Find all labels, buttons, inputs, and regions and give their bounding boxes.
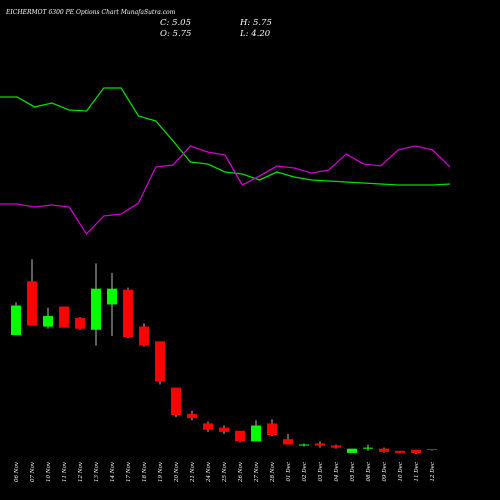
x-tick-label: 20 Nov	[174, 461, 180, 483]
x-tick-label: 17 Nov	[126, 461, 132, 482]
candle-body	[251, 425, 261, 442]
x-tick-label: 10 Dec	[398, 462, 404, 482]
indicator-line	[0, 145, 451, 236]
x-tick-label: 09 Dec	[382, 462, 388, 482]
candle-body	[139, 326, 149, 346]
candle-body	[219, 427, 229, 432]
candle-body	[171, 387, 181, 415]
x-tick-label: 08 Dec	[366, 462, 372, 482]
close-info: C: 5.05	[160, 18, 191, 28]
candle-body	[283, 439, 293, 445]
low-info: L: 4.20	[239, 29, 271, 39]
candle-body	[379, 448, 389, 452]
x-tick-label: 13 Nov	[94, 461, 100, 482]
x-tick-label: 24 Nov	[206, 461, 212, 483]
x-tick-label: 01 Dec	[286, 462, 292, 482]
x-tick-label: 02 Dec	[302, 462, 308, 482]
x-tick-label: 27 Nov	[254, 461, 260, 483]
x-tick-label: 05 Dec	[350, 462, 356, 482]
candle-body	[267, 423, 277, 435]
candle-body	[11, 305, 21, 335]
candle-body	[91, 288, 101, 330]
candle-body	[411, 449, 421, 453]
candle-body	[107, 288, 117, 305]
x-tick-label: 26 Nov	[238, 461, 244, 483]
candle-body	[299, 444, 309, 446]
x-tick-label: 03 Dec	[318, 462, 324, 482]
indicator-line	[0, 87, 451, 186]
candle-body	[331, 445, 341, 448]
x-tick-label: 21 Nov	[190, 461, 196, 483]
x-tick-label: 11 Dec	[414, 462, 420, 482]
x-tick-label: 10 Nov	[46, 461, 52, 482]
x-tick-label: 06 Nov	[14, 461, 20, 482]
candle-body	[187, 413, 197, 419]
candle-body	[75, 318, 85, 329]
x-tick-label: 04 Dec	[334, 462, 340, 482]
candle-body	[427, 448, 437, 450]
candle-body	[235, 430, 245, 442]
x-tick-label: 11 Nov	[62, 461, 68, 482]
high-info: H: 5.75	[239, 18, 272, 28]
x-tick-label: 19 Nov	[158, 461, 164, 482]
x-tick-label: 12 Dec	[430, 462, 436, 482]
candle-body	[315, 443, 325, 446]
candle-body	[395, 450, 405, 453]
candle-body	[27, 281, 37, 326]
chart-title: EICHERMOT 6300 PE Options Chart MunafaSu…	[5, 9, 176, 16]
x-tick-label: 25 Nov	[222, 461, 228, 483]
candle-body	[43, 316, 53, 327]
candle-body	[347, 448, 357, 453]
open-info: O: 5.75	[160, 29, 191, 39]
candle-body	[363, 447, 373, 449]
x-tick-label: 07 Nov	[30, 461, 36, 482]
x-tick-label: 28 Nov	[270, 461, 276, 483]
x-tick-label: 14 Nov	[110, 461, 116, 482]
candle-body	[59, 306, 69, 328]
candle-body	[123, 289, 133, 338]
candle-body	[155, 341, 165, 382]
candle-body	[203, 423, 213, 430]
x-tick-label: 18 Nov	[142, 461, 148, 482]
x-tick-label: 12 Nov	[78, 461, 84, 482]
